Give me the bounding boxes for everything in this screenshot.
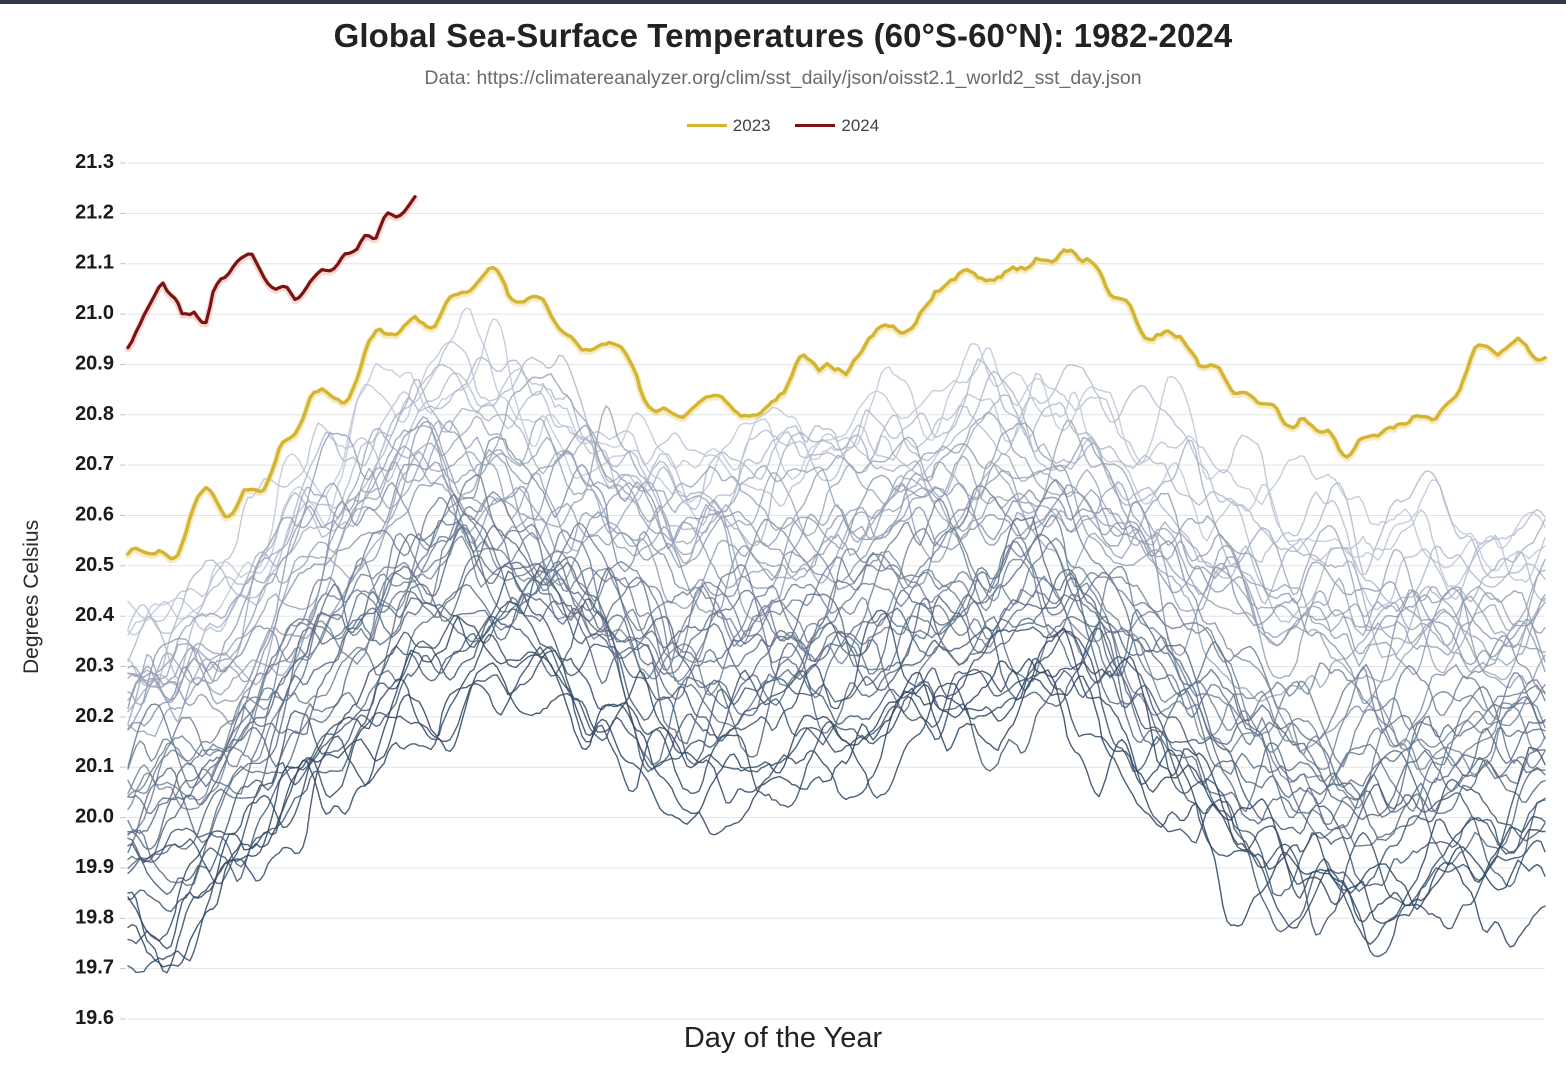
svg-text:19.6: 19.6 bbox=[75, 1007, 114, 1029]
svg-text:20.1: 20.1 bbox=[75, 755, 114, 777]
svg-text:19.9: 19.9 bbox=[75, 856, 114, 878]
svg-text:20.9: 20.9 bbox=[75, 352, 114, 374]
svg-text:20.3: 20.3 bbox=[75, 655, 114, 677]
svg-text:20.4: 20.4 bbox=[75, 604, 115, 626]
svg-text:21.3: 21.3 bbox=[75, 151, 114, 173]
svg-text:21.0: 21.0 bbox=[75, 302, 114, 324]
svg-text:20.6: 20.6 bbox=[75, 504, 114, 526]
svg-text:21.2: 21.2 bbox=[75, 201, 114, 223]
svg-text:20.7: 20.7 bbox=[75, 453, 114, 475]
svg-text:20.8: 20.8 bbox=[75, 403, 114, 425]
svg-text:19.8: 19.8 bbox=[75, 906, 114, 928]
svg-text:19.7: 19.7 bbox=[75, 957, 114, 979]
svg-text:20.0: 20.0 bbox=[75, 806, 114, 828]
svg-text:20.5: 20.5 bbox=[75, 554, 114, 576]
svg-text:20.2: 20.2 bbox=[75, 705, 114, 727]
svg-text:21.1: 21.1 bbox=[75, 252, 114, 274]
